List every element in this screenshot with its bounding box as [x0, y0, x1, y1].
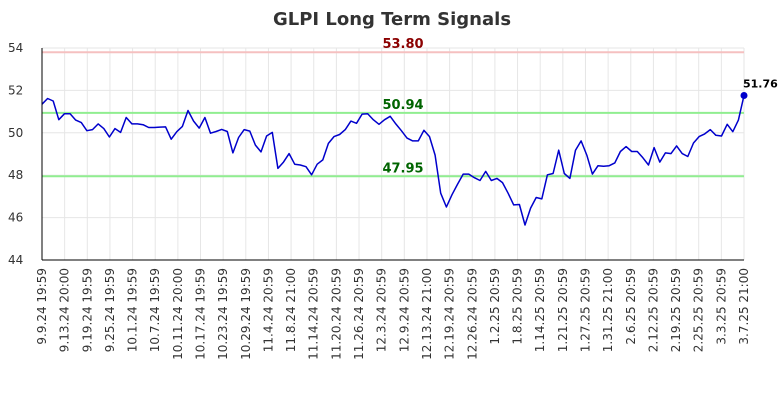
x-tick-label: 1.31.25 21:00 [601, 268, 615, 352]
y-tick-label: 54 [8, 41, 23, 55]
x-tick-label: 9.13.24 20:00 [58, 268, 72, 352]
y-tick-label: 48 [8, 168, 23, 182]
signal-level-label: 53.80 [382, 37, 423, 52]
x-tick-label: 12.9.24 20:59 [397, 268, 411, 352]
x-tick-label: 11.26.24 20:59 [352, 268, 366, 360]
x-tick-label: 1.14.25 20:59 [533, 268, 547, 352]
signal-level-label: 50.94 [382, 98, 423, 113]
x-tick-label: 3.3.25 20:59 [714, 268, 728, 345]
x-tick-label: 10.1.24 19:59 [126, 268, 140, 352]
x-tick-label: 10.11.24 20:00 [171, 268, 185, 360]
y-tick-label: 46 [8, 211, 23, 225]
x-tick-label: 1.8.25 20:59 [511, 268, 525, 345]
x-tick-label: 2.19.25 20:59 [669, 268, 683, 352]
grid [41, 47, 745, 261]
x-tick-label: 10.23.24 19:59 [216, 268, 230, 360]
signal-levels [42, 51, 744, 178]
y-tick-label: 52 [8, 83, 23, 97]
last-price-point [740, 91, 748, 99]
x-tick-label: 2.12.25 20:59 [646, 268, 660, 352]
x-tick-label: 11.4.24 20:59 [261, 268, 275, 352]
x-tick-label: 9.9.24 19:59 [35, 268, 49, 345]
x-tick-label: 1.27.25 20:59 [578, 268, 592, 352]
price-line [41, 95, 745, 226]
x-tick-label: 11.14.24 20:59 [307, 268, 321, 360]
x-tick-label: 12.13.24 21:00 [420, 268, 434, 360]
last-price-label: 51.76 [743, 77, 778, 90]
x-tick-label: 1.2.25 20:59 [488, 268, 502, 345]
x-tick-label: 1.21.25 20:59 [556, 268, 570, 352]
x-tick-label: 2.6.25 20:59 [624, 268, 638, 345]
x-tick-label: 10.29.24 19:59 [239, 268, 253, 360]
y-tick-label: 44 [8, 253, 23, 267]
price-series [41, 91, 748, 226]
x-tick-label: 2.25.25 20:59 [692, 268, 706, 352]
x-tick-label: 9.19.24 19:59 [80, 268, 94, 352]
x-tick-label: 11.8.24 21:00 [284, 268, 298, 352]
x-tick-label: 12.3.24 20:59 [375, 268, 389, 352]
chart-title: GLPI Long Term Signals [273, 9, 511, 30]
x-tick-label: 10.17.24 19:59 [194, 268, 208, 360]
y-tick-label: 50 [8, 126, 23, 140]
x-tick-label: 9.25.24 19:59 [103, 268, 117, 352]
axes: 44 46 48 50 52 54 9.9.24 19:59 9.13.24 20:00 9.1… [8, 41, 751, 360]
x-tick-label: 11.20.24 20:59 [329, 268, 343, 360]
x-tick-label: 12.26.24 20:59 [465, 268, 479, 360]
x-tick-label: 10.7.24 19:59 [148, 268, 162, 352]
signal-level-label: 47.95 [382, 161, 423, 176]
x-tick-label: 3.7.25 21:00 [737, 268, 751, 345]
labels: 53.80 50.94 47.95 51.76 [382, 37, 778, 176]
x-tick-label: 12.19.24 20:59 [443, 268, 457, 360]
